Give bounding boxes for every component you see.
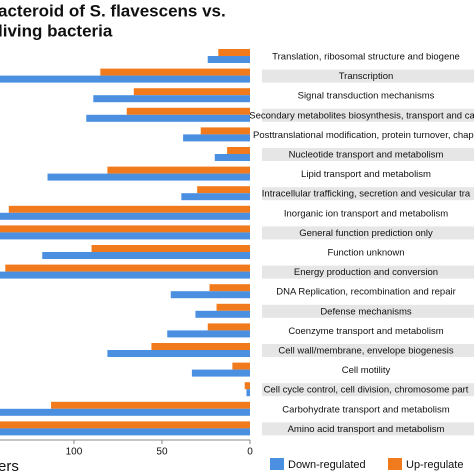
label-background	[262, 148, 474, 161]
x-tick-label: 50	[156, 447, 168, 458]
bar	[246, 389, 250, 397]
label-background	[262, 69, 474, 83]
label-background	[262, 108, 474, 122]
bar	[191, 369, 250, 377]
bar	[151, 343, 250, 350]
bar	[107, 166, 250, 174]
bar	[133, 88, 250, 96]
category-label: Defense mechanisms	[320, 306, 412, 317]
bar	[218, 49, 250, 56]
category-label: Inorganic ion transport and metabolism	[284, 208, 448, 219]
bar	[0, 271, 250, 279]
bar	[0, 421, 250, 429]
category-label: Cell wall/membrane, envelope biogenesis	[278, 346, 454, 357]
bar	[0, 225, 250, 233]
bar	[91, 245, 251, 252]
bar	[200, 127, 250, 135]
category-label: Translation, ribosomal structure and bio…	[272, 52, 460, 63]
category-label: Amino acid transport and metabolism	[288, 424, 445, 435]
category-label: Function unknown	[327, 248, 404, 259]
bar	[0, 428, 250, 436]
bar	[0, 408, 250, 416]
bar	[167, 330, 250, 338]
bar	[51, 401, 251, 409]
label-background	[262, 304, 474, 318]
bar	[86, 114, 250, 122]
chart-title: living bacteria	[0, 21, 113, 40]
chart-title: acteroid of S. flavescens vs.	[0, 1, 226, 20]
bar	[183, 134, 250, 142]
legend-label: Down-regulated	[288, 459, 366, 471]
x-axis-label: ers	[0, 458, 19, 474]
bar	[0, 232, 250, 240]
category-label: Posttranslational modification, protein …	[253, 130, 474, 141]
bar	[207, 323, 250, 331]
label-background	[262, 187, 474, 201]
label-background	[262, 383, 474, 397]
bar	[227, 147, 250, 154]
category-label: Signal transduction mechanisms	[298, 91, 435, 102]
bar	[216, 303, 250, 311]
category-label: Nucleotide transport and metabolism	[289, 150, 444, 161]
bar	[5, 264, 250, 272]
x-tick-label: 0	[247, 447, 253, 458]
label-background	[262, 344, 474, 357]
category-label: Transcription	[339, 71, 394, 82]
bar	[107, 350, 250, 357]
bar	[209, 284, 250, 292]
category-label: Carbohydrate transport and metabolism	[282, 404, 449, 415]
bar	[195, 310, 250, 318]
bar	[0, 75, 250, 83]
label-background	[262, 265, 474, 279]
category-label: Energy production and conversion	[294, 267, 438, 278]
category-label: Lipid transport and metabolism	[301, 169, 431, 180]
legend-swatch	[388, 458, 402, 470]
bar	[214, 154, 250, 161]
bar	[232, 362, 250, 370]
label-background	[262, 226, 474, 240]
bar	[207, 56, 250, 63]
bar	[170, 291, 250, 299]
bar	[181, 193, 250, 201]
category-label: Secondary metabolites biosynthesis, tran…	[249, 110, 474, 121]
x-tick-label: 100	[66, 447, 83, 458]
category-label: Cell motility	[342, 365, 391, 376]
bar	[197, 186, 250, 194]
legend-swatch	[270, 458, 284, 470]
category-label: DNA Replication, recombination and repai…	[276, 287, 456, 298]
bar	[42, 252, 250, 259]
label-background	[262, 422, 474, 436]
category-label: Coenzyme transport and metabolism	[288, 326, 443, 337]
category-label: General function prediction only	[299, 228, 433, 239]
category-label: Intracellular trafficking, secretion and…	[262, 189, 471, 200]
category-label: Cell cycle control, cell division, chrom…	[264, 385, 469, 396]
bar	[8, 205, 251, 213]
legend-label: Up-regulate	[406, 459, 463, 471]
bar	[0, 212, 250, 220]
bar	[126, 107, 250, 115]
bar	[100, 68, 250, 76]
bar	[244, 382, 250, 390]
bar	[47, 173, 250, 181]
bar	[93, 95, 250, 103]
